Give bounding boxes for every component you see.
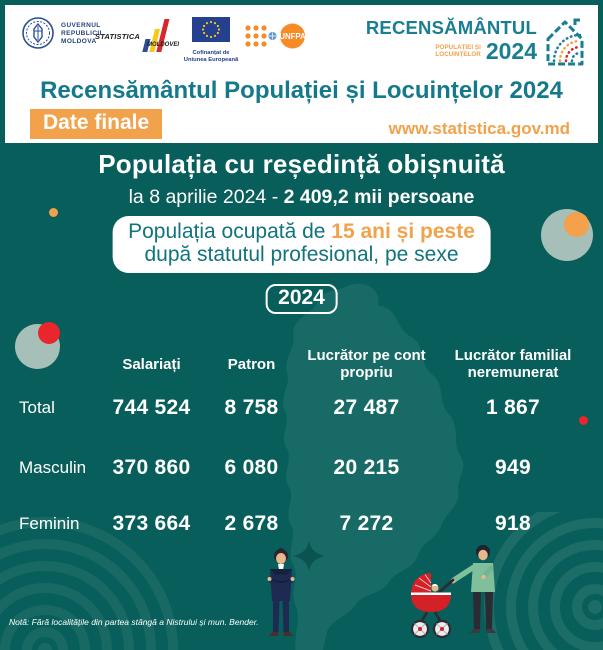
infobox-line1-highlight: 15 ani și peste bbox=[331, 220, 475, 243]
decor-red-dot-right bbox=[579, 416, 588, 425]
table-row-masculin: Masculin 370 860 6 080 20 215 949 bbox=[5, 451, 598, 485]
decor-sparkle bbox=[294, 541, 324, 571]
eu-logo-caption: Cofinanțat de Uniunea Europeană bbox=[183, 50, 239, 63]
footnote: Notă: Fără localitățile din partea stâng… bbox=[9, 617, 259, 627]
cell-value: 20 215 bbox=[333, 456, 400, 479]
cell-value: 8 758 bbox=[224, 396, 279, 419]
man-with-stroller-illustration bbox=[410, 545, 497, 639]
decor-orange-dot bbox=[49, 208, 58, 217]
cell-value: 949 bbox=[495, 456, 531, 479]
column-header-salariati: Salariați bbox=[122, 355, 181, 373]
cell-value: 918 bbox=[495, 512, 531, 535]
column-header-patron: Patron bbox=[227, 355, 276, 373]
banner-subtitle: la 8 aprilie 2024 - 2 409,2 mii persoane bbox=[0, 186, 603, 209]
year-badge: 2024 bbox=[265, 284, 338, 314]
decor-orange-circle-right bbox=[564, 212, 589, 237]
column-header-cont-propriu: Lucrător pe cont propriu bbox=[307, 347, 426, 381]
cell-value: 7 272 bbox=[339, 512, 394, 535]
businesswoman-illustration bbox=[267, 548, 295, 636]
census-house-icon bbox=[546, 18, 584, 66]
cell-value: 370 860 bbox=[112, 456, 191, 479]
moldova-map-silhouette bbox=[283, 283, 464, 650]
table-row-feminin: Feminin 373 664 2 678 7 272 918 bbox=[5, 507, 598, 541]
fingerprint-pattern-left bbox=[0, 517, 178, 650]
statistica-logo-word: STATISTICA bbox=[95, 32, 141, 41]
government-logo: GUVERNUL REPUBLICII MOLDOVA bbox=[21, 12, 102, 54]
column-header-familial: Lucrător familial neremunerat bbox=[454, 347, 572, 381]
census-logo-title: RECENSĂMÂNTUL bbox=[365, 17, 537, 38]
website-link[interactable]: www.statistica.gov.md bbox=[388, 119, 570, 138]
moldova-coat-of-arms-icon bbox=[22, 17, 54, 49]
statistica-moldovei-logo: STATISTICA MOLDOVEI bbox=[95, 15, 180, 61]
cell-value: 1 867 bbox=[485, 396, 541, 419]
table-row-total: Total 744 524 8 758 27 487 1 867 bbox=[5, 391, 598, 425]
infobox-line1-prefix: Populația ocupată de bbox=[128, 220, 332, 243]
eu-flag-icon bbox=[192, 17, 230, 42]
census-logo-subtitle: POPULAȚIEI ȘI LOCUINȚELOR bbox=[435, 43, 481, 59]
statistica-logo-word-bottom: MOLDOVEI bbox=[147, 42, 180, 48]
svg-text:UNFPA: UNFPA bbox=[279, 32, 306, 41]
census-logo-text: RECENSĂMÂNTUL POPULAȚIEI ȘI LOCUINȚELOR … bbox=[365, 17, 537, 64]
banner-subtitle-number: 2 409,2 mii persoane bbox=[283, 186, 475, 208]
date-finale-badge: Date finale bbox=[30, 109, 163, 139]
unfpa-icon: UNFPA bbox=[245, 23, 306, 49]
table-header-row: Salariați Patron Lucrător pe cont propri… bbox=[5, 340, 598, 388]
cell-value: 744 524 bbox=[112, 396, 191, 419]
cell-value: 6 080 bbox=[224, 456, 279, 479]
topic-infobox: Populația ocupată de 15 ani și peste dup… bbox=[112, 216, 491, 273]
banner-subtitle-prefix: la 8 aprilie 2024 - bbox=[128, 186, 284, 208]
unfpa-logo: UNFPA bbox=[243, 22, 307, 55]
masthead: GUVERNUL REPUBLICII MOLDOVA STATISTICA M… bbox=[5, 5, 598, 143]
decor-red-circle-left bbox=[38, 322, 60, 344]
cell-value: 373 664 bbox=[112, 512, 191, 535]
government-logo-text: GUVERNUL REPUBLICII MOLDOVA bbox=[61, 22, 102, 45]
banner-heading: Populația cu reședință obișnuită bbox=[98, 149, 505, 179]
census-2024-logo: RECENSĂMÂNTUL POPULAȚIEI ȘI LOCUINȚELOR … bbox=[366, 17, 588, 69]
row-label: Masculin bbox=[19, 458, 87, 477]
page-title: Recensământul Populației și Locuințelor … bbox=[40, 77, 563, 104]
row-label: Feminin bbox=[19, 514, 80, 533]
cell-value: 2 678 bbox=[224, 512, 279, 535]
eu-logo: Cofinanțat de Uniunea Europeană bbox=[183, 17, 239, 64]
row-label: Total bbox=[19, 398, 55, 417]
infobox-line2: după statutul profesional, pe sexe bbox=[144, 243, 459, 266]
census-logo-year: 2024 bbox=[485, 38, 537, 64]
statistica-bars-icon bbox=[142, 19, 170, 52]
cell-value: 27 487 bbox=[333, 396, 400, 419]
